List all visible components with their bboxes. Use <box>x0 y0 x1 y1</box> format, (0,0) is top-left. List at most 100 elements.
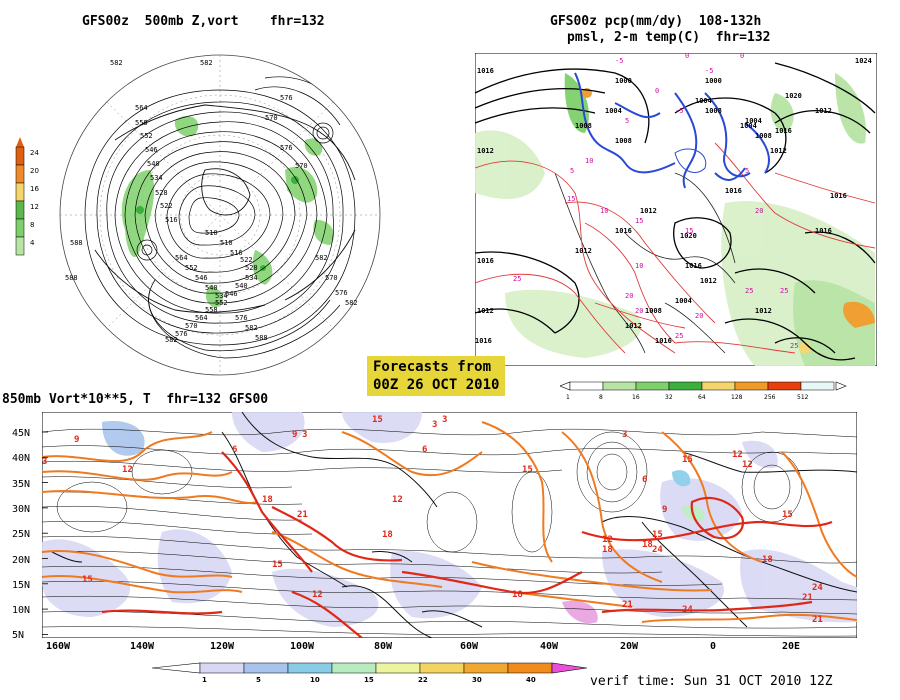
pcp-scale-box <box>800 381 835 391</box>
polar-contour-label: 516 <box>165 216 178 224</box>
polar-contour-label: 582 <box>345 299 358 307</box>
lower-temp-label: 3 <box>442 415 447 425</box>
pcp-scale-label: 8 <box>599 394 603 401</box>
vort-scale-label: 5 <box>256 676 261 684</box>
longitude-label: 100W <box>290 641 315 652</box>
pcp-pressure-label: 1024 <box>855 57 872 65</box>
latitude-label: 45N <box>12 428 31 439</box>
pcp-scale-label: 16 <box>632 394 640 401</box>
polar-scale-arrow <box>16 137 24 147</box>
polar-contour-label: 582 <box>315 254 328 262</box>
polar-contour-label: 534 <box>150 174 163 182</box>
lower-temp-label: 6 <box>642 475 647 485</box>
polar-contour-label: 570 <box>325 274 338 282</box>
pcp-temp-label: -5 <box>615 57 623 65</box>
pcp-pressure-label: 1004 <box>675 297 692 305</box>
polar-contour-label: 576 <box>280 144 293 152</box>
pcp-pressure-label: 1016 <box>725 187 742 195</box>
polar-contour-label: 552 <box>185 264 198 272</box>
pcp-pressure-label: 1020 <box>680 232 697 240</box>
pcp-pressure-label: 1016 <box>477 257 494 265</box>
lower-temp-label: 24 <box>812 583 823 593</box>
polar-contour-label: 546 <box>225 290 238 298</box>
pcp-scale-box <box>635 381 670 391</box>
lower-temp-label: 15 <box>652 530 663 540</box>
pcp-scale-box <box>734 381 769 391</box>
polar-contour-label: 576 <box>235 314 248 322</box>
longitude-label: 80W <box>374 641 393 652</box>
pcp-scale-box <box>767 381 802 391</box>
polar-contour-label: 570 <box>185 322 198 330</box>
pcp-pressure-label: 1016 <box>775 127 792 135</box>
pcp-temp-label: 20 <box>635 307 643 315</box>
vort-scale-box <box>331 662 377 674</box>
longitude-label: 0 <box>710 641 717 652</box>
lower-temp-label: 15 <box>272 560 283 570</box>
pcp-temp-label: 25 <box>675 332 683 340</box>
lower-temp-label: 18 <box>642 540 653 550</box>
pcp-scale-label: 64 <box>698 394 706 401</box>
pcp-pressure-label: 1008 <box>755 132 772 140</box>
longitude-label: 20E <box>782 641 801 652</box>
pcp-pressure-label: 1016 <box>685 262 702 270</box>
pcp-pressure-label: 1016 <box>830 192 847 200</box>
pcp-scale-label: 32 <box>665 394 673 401</box>
polar-map-title: GFS00z 500mb Z,vort fhr=132 <box>82 14 325 29</box>
pcp-pressure-label: 1016 <box>475 337 492 345</box>
polar-contour-label: 558 <box>135 119 148 127</box>
latitude-label: 5N <box>12 630 25 642</box>
polar-contour-label: 510 <box>220 239 233 247</box>
polar-contour-label: 552 <box>215 299 228 307</box>
polar-contour-label: 576 <box>335 289 348 297</box>
lower-temp-label: 12 <box>312 590 323 600</box>
lower-temp-label: 15 <box>782 510 793 520</box>
polar-contour-label: 588 <box>70 239 83 247</box>
polar-contour-label: 546 <box>145 146 158 154</box>
pcp-temp-label: 15 <box>567 195 575 203</box>
polar-contour-label: 564 <box>195 314 208 322</box>
polar-scale-label: 24 <box>30 149 39 157</box>
forecast-banner-line1: Forecasts from <box>373 359 492 375</box>
pcp-pressure-label: 1012 <box>477 147 494 155</box>
polar-scale-label: 16 <box>30 185 39 193</box>
longitude-label: 140W <box>130 641 155 652</box>
pcp-temp-label: 0 <box>685 53 689 60</box>
lower-temp-label: 24 <box>652 545 663 555</box>
polar-contour-label: 582 <box>110 59 123 67</box>
polar-scale-label: 12 <box>30 203 39 211</box>
lower-temp-label: 18 <box>602 545 613 555</box>
polar-color-scale: 24 20 16 12 8 4 <box>15 137 39 256</box>
polar-contour-label: 516 <box>230 249 243 257</box>
pcp-temp-label: 20 <box>755 207 763 215</box>
vort-scale-box <box>287 662 333 674</box>
latitude-label: 20N <box>12 554 31 566</box>
latitude-label: 30N <box>12 503 31 515</box>
polar-500mb-map: 582 5825765765705705645585525465405345285… <box>59 54 381 376</box>
lower-temp-label: 24 <box>682 605 693 615</box>
lower-temp-label: 9 <box>74 435 79 445</box>
latitude-label: 15N <box>12 579 31 591</box>
pcp-scale-box <box>569 381 604 391</box>
vort-scale-label: 15 <box>364 676 374 684</box>
polar-contour-label: 564 <box>135 104 148 112</box>
lower-temp-label: 15 <box>682 455 693 465</box>
pcp-scale-box <box>701 381 736 391</box>
lower-temp-label: 12 <box>392 495 403 505</box>
pcp-pressure-label: 1012 <box>700 277 717 285</box>
vort-scale-box <box>419 662 465 674</box>
longitude-label: 160W <box>46 641 71 652</box>
pcp-pressure-label: 1016 <box>477 67 494 75</box>
vort-color-scale: 1 5 10 15 22 30 40 <box>152 662 588 684</box>
pcp-scale-label: 256 <box>764 394 776 401</box>
polar-contour-label: 582 <box>245 324 258 332</box>
pcp-temp-label: 20 <box>695 312 703 320</box>
polar-scale-box <box>15 146 25 166</box>
vort-scale-box <box>243 662 289 674</box>
latitude-label: 35N <box>12 478 31 490</box>
lower-temp-label: 12 <box>602 535 613 545</box>
polar-contour-label: 540 <box>147 160 160 168</box>
pcp-temp-label: 25 <box>745 287 753 295</box>
pcp-scale-label: 1 <box>566 394 570 401</box>
pcp-scale-box <box>668 381 703 391</box>
